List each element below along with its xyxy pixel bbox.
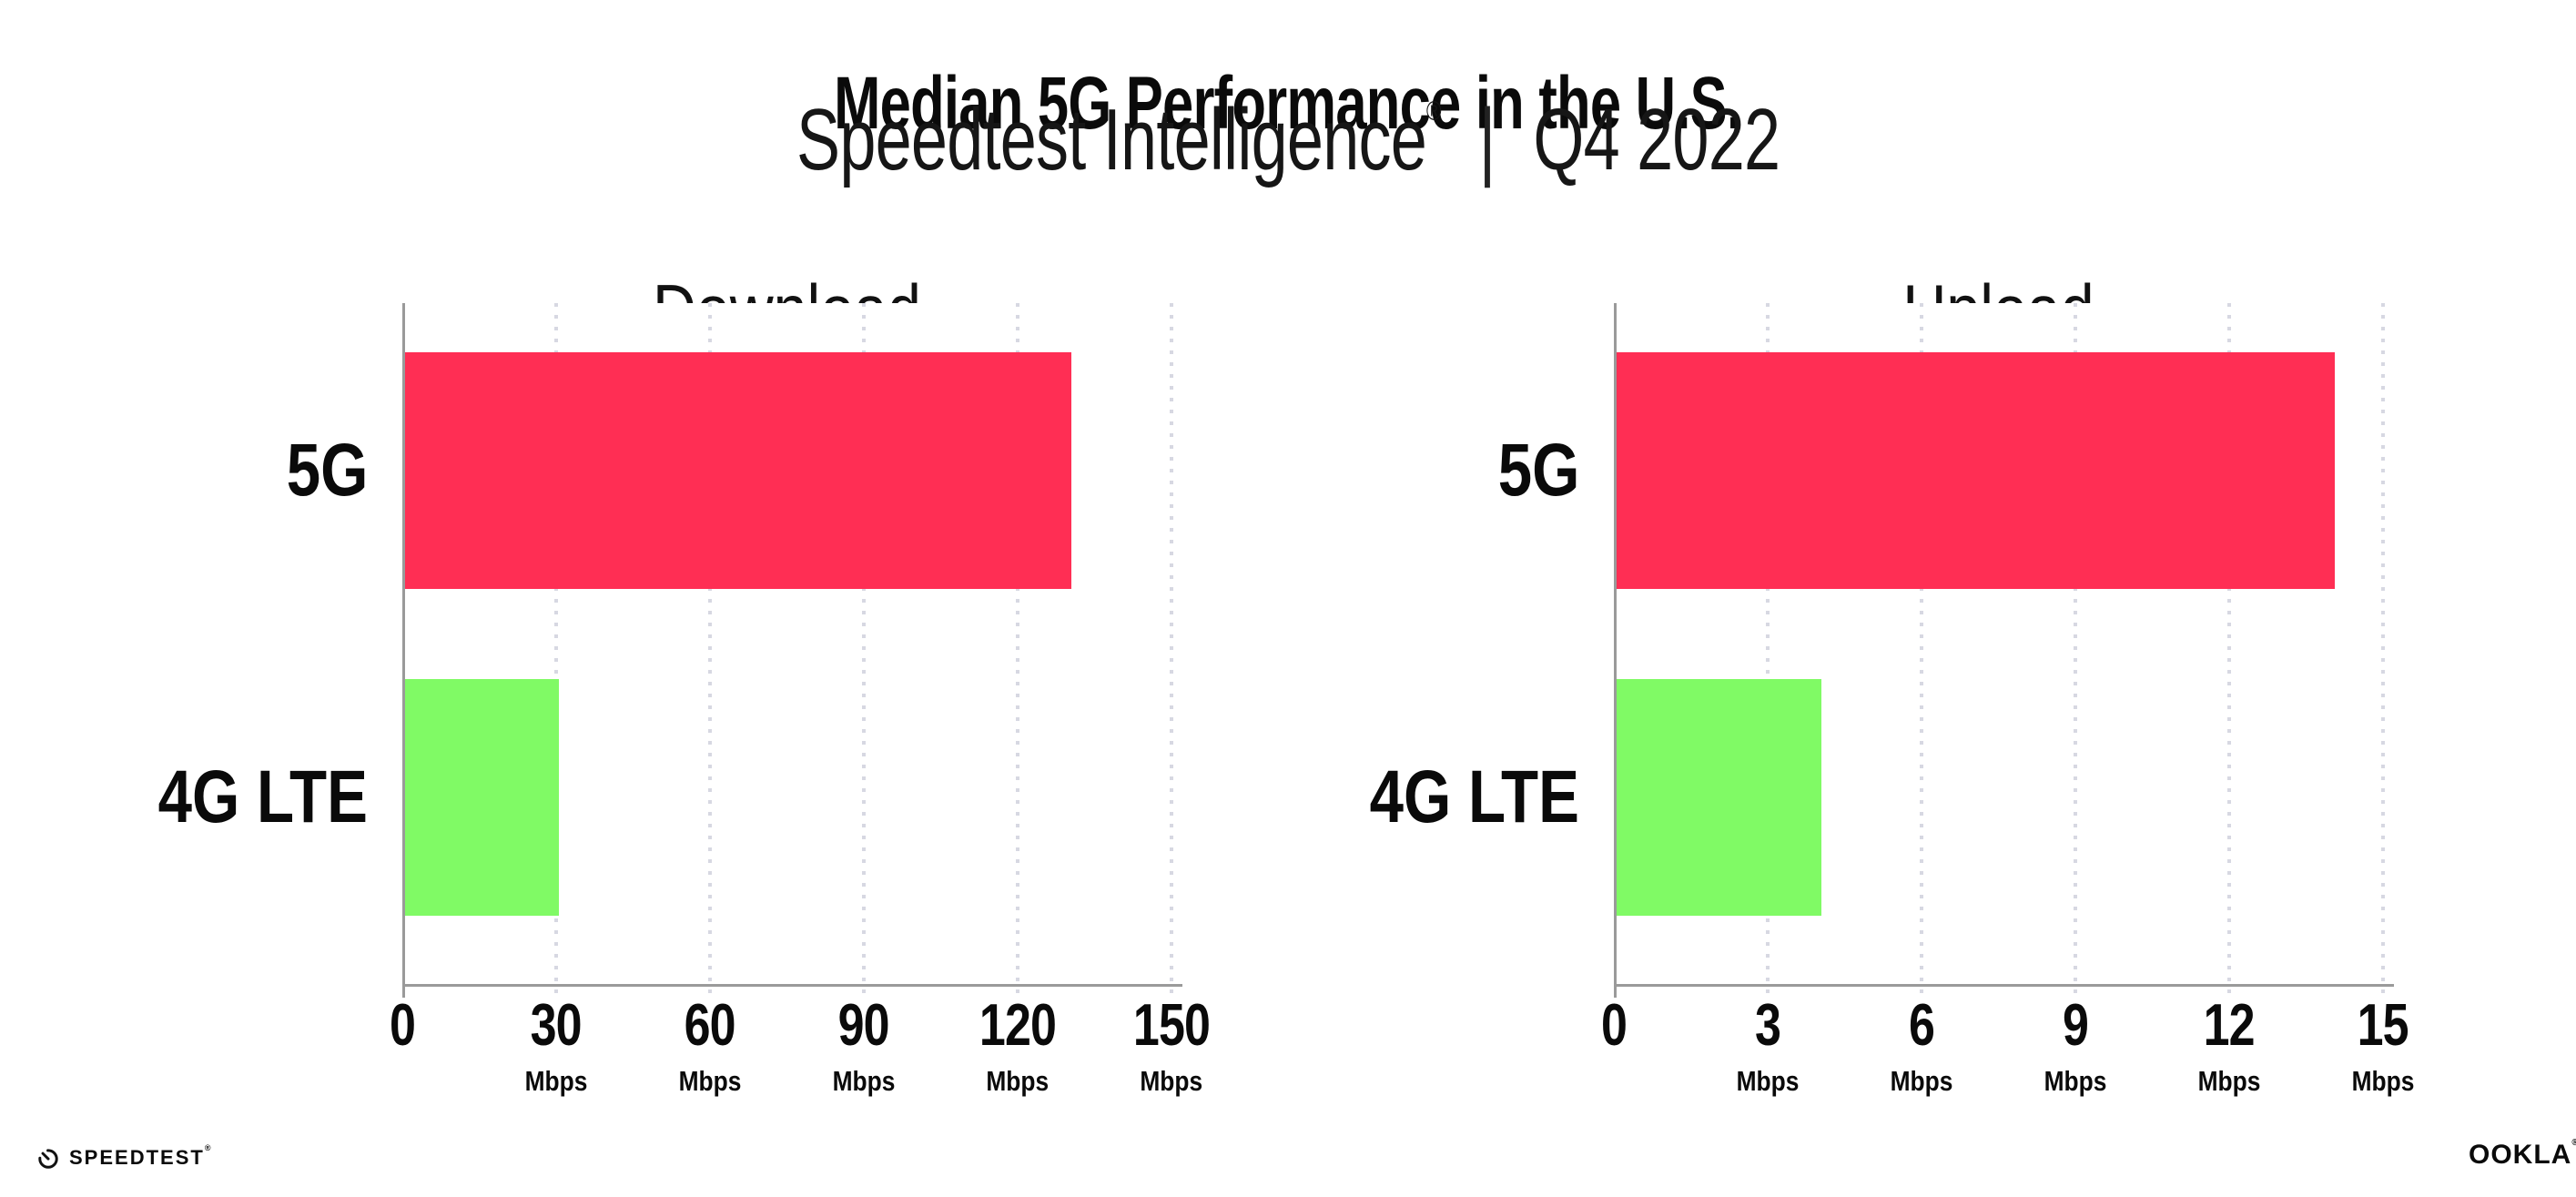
x-tick-value: 150 (1132, 991, 1211, 1058)
category-label-5g: 5G (269, 428, 368, 512)
x-tick-unit: Mbps (2351, 1065, 2415, 1097)
download-category-axis: 5G 4G LTE (129, 303, 368, 987)
x-tick-0: 0 (386, 995, 418, 1054)
gridline-9 (2074, 303, 2077, 1001)
upload-category-axis: 5G 4G LTE (1341, 303, 1579, 987)
category-label-4g-lte: 4G LTE (1323, 755, 1579, 838)
speedtest-logo-text: SPEEDTEST® (69, 1143, 213, 1169)
page-subtitle: Speedtest Intelligence® | Q4 2022 (0, 96, 2576, 184)
page-title-text: Median 5G Performance in the U.S. (834, 61, 1742, 145)
upload-plot-area (1614, 303, 2394, 1001)
x-tick-120: 120 Mbps (969, 995, 1065, 1095)
x-tick-unit: Mbps (1736, 1065, 1800, 1097)
y-axis-line (1614, 303, 1617, 998)
gridline-12 (2227, 303, 2231, 1001)
category-label-4g-lte: 4G LTE (112, 755, 368, 838)
category-label-text: 5G (286, 428, 368, 512)
upload-value-axis: 0 3 Mbps 6 Mbps 9 Mbps 12 Mbps 15 Mbps (1601, 995, 2414, 1131)
x-tick-unit: Mbps (832, 1065, 896, 1097)
gridline-30 (554, 303, 558, 1001)
x-tick-90: 90 Mbps (827, 995, 901, 1095)
registered-trademark-icon: ® (1425, 96, 1442, 127)
speedtest-gauge-icon (38, 1149, 58, 1169)
page-title: Median 5G Performance in the U.S. (0, 66, 2576, 141)
x-tick-value: 0 (1600, 991, 1628, 1058)
x-tick-unit: Mbps (2044, 1065, 2107, 1097)
x-tick-value: 12 (2203, 991, 2256, 1058)
gridline-150 (1170, 303, 1173, 1001)
gridline-6 (1920, 303, 1923, 1001)
ookla-logo-text: OOKLA (2469, 1140, 2572, 1170)
subtitle-period: Q4 2022 (1533, 91, 1780, 188)
y-axis-line (402, 303, 405, 998)
x-tick-30: 30 Mbps (520, 995, 593, 1095)
category-label-text: 4G LTE (157, 755, 368, 838)
x-axis-line (402, 984, 1182, 987)
x-tick-value: 3 (1754, 991, 1781, 1058)
x-tick-3: 3 Mbps (1731, 995, 1805, 1095)
x-tick-unit: Mbps (678, 1065, 742, 1097)
x-tick-0: 0 (1597, 995, 1629, 1054)
bar-4g-lte (405, 679, 559, 916)
x-tick-value: 6 (1908, 991, 1935, 1058)
gridline-60 (708, 303, 712, 1001)
x-tick-unit: Mbps (2197, 1065, 2261, 1097)
x-tick-value: 120 (979, 991, 1057, 1058)
x-tick-value: 30 (530, 991, 583, 1058)
ookla-registered-mark: ® (2571, 1138, 2576, 1148)
gridline-3 (1766, 303, 1770, 1001)
ookla-logo: OOKLA® (2469, 1138, 2576, 1170)
x-tick-value: 90 (837, 991, 890, 1058)
x-tick-value: 0 (389, 991, 416, 1058)
download-plot-area (402, 303, 1182, 1001)
category-label-5g: 5G (1480, 428, 1579, 512)
speedtest-logo: SPEEDTEST® (36, 1143, 213, 1171)
subtitle-separator: | (1478, 91, 1496, 188)
x-tick-6: 6 Mbps (1885, 995, 1959, 1095)
x-tick-unit: Mbps (1140, 1065, 1203, 1097)
gridline-15 (2381, 303, 2385, 1001)
category-label-text: 4G LTE (1369, 755, 1579, 838)
x-tick-150: 150 Mbps (1123, 995, 1219, 1095)
x-tick-15: 15 Mbps (2347, 995, 2420, 1095)
x-tick-60: 60 Mbps (674, 995, 747, 1095)
x-tick-12: 12 Mbps (2193, 995, 2267, 1095)
x-tick-unit: Mbps (986, 1065, 1050, 1097)
bar-4g-lte (1617, 679, 1822, 916)
subtitle-brand: Speedtest Intelligence (796, 91, 1427, 188)
x-tick-value: 15 (2357, 991, 2409, 1058)
gridline-90 (862, 303, 866, 1001)
category-label-text: 5G (1497, 428, 1579, 512)
x-tick-value: 60 (684, 991, 736, 1058)
gridline-120 (1016, 303, 1019, 1001)
download-value-axis: 0 30 Mbps 60 Mbps 90 Mbps 120 Mbps 150 Mbps (390, 995, 1211, 1131)
bar-5g (405, 352, 1072, 589)
x-tick-value: 9 (2062, 991, 2089, 1058)
x-tick-9: 9 Mbps (2039, 995, 2113, 1095)
x-axis-line (1614, 984, 2394, 987)
speedtest-registered-mark: ® (204, 1143, 213, 1152)
x-tick-unit: Mbps (1890, 1065, 1953, 1097)
bar-5g (1617, 352, 2335, 589)
x-tick-unit: Mbps (524, 1065, 588, 1097)
